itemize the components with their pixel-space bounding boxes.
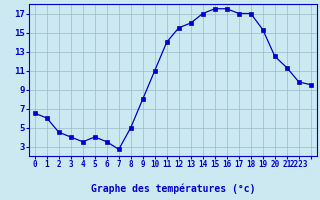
- Text: Graphe des températures (°c): Graphe des températures (°c): [91, 184, 255, 194]
